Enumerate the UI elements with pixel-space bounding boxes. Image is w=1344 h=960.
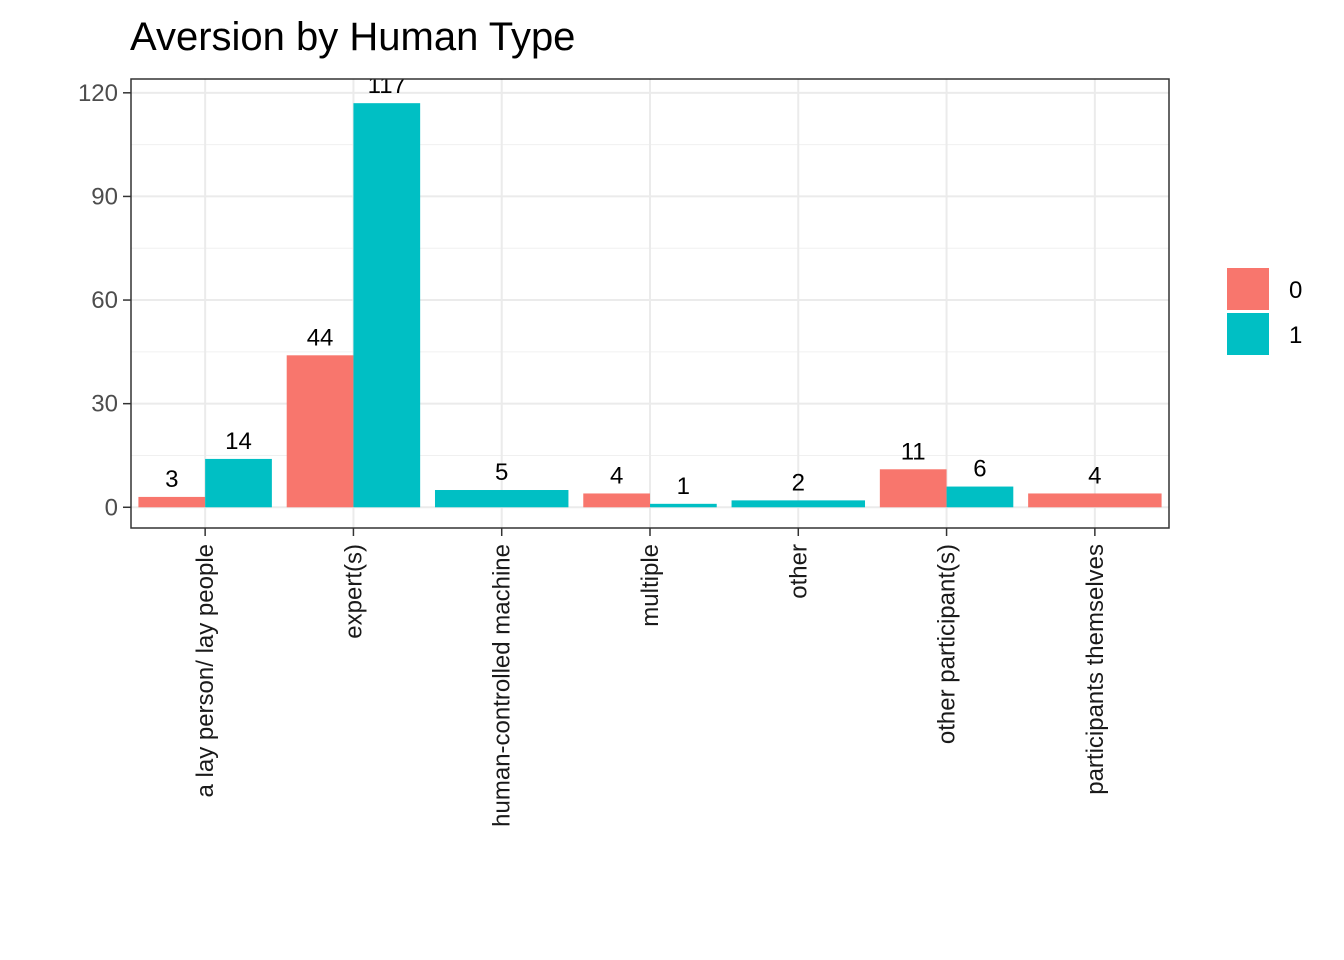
bar-value-label: 3: [165, 466, 178, 493]
legend-label: 1: [1289, 322, 1302, 349]
legend: 01: [1227, 268, 1302, 355]
x-tick-label: human-controlled machine: [489, 544, 516, 827]
bar-value-label: 4: [610, 462, 623, 489]
bar-series-0: [286, 355, 354, 508]
bars: [138, 103, 1162, 508]
legend-label: 0: [1289, 277, 1302, 304]
bar-value-label: 5: [495, 459, 508, 486]
x-axis: a lay person/ lay people expert(s) human-c…: [192, 528, 1109, 827]
bar-series-0: [138, 496, 206, 508]
x-tick-label: expert(s): [340, 544, 367, 639]
bar-series-1: [650, 503, 717, 508]
bar-value-label: 4: [1088, 462, 1101, 489]
bar-series-0: [583, 493, 650, 508]
y-tick-label: 0: [105, 494, 118, 521]
bar-series-1: [353, 103, 421, 508]
y-axis: 0 30 60 90 120: [78, 80, 131, 521]
bar-series-1: [731, 500, 866, 508]
bar-series-1: [946, 486, 1014, 508]
bar-labels: 3 14 44 117 5 4 1 2 11 6 4: [165, 72, 1101, 500]
bar-value-label: 2: [792, 469, 805, 496]
bar-series-1: [434, 490, 569, 508]
y-tick-label: 30: [91, 391, 118, 418]
y-tick-label: 90: [91, 183, 118, 210]
x-tick-label: multiple: [637, 544, 664, 627]
bar-series-0: [1028, 493, 1162, 508]
bar-value-label: 14: [225, 428, 252, 455]
chart-title: Aversion by Human Type: [130, 15, 575, 59]
bar-value-label: 117: [368, 72, 406, 99]
legend-key-0: [1227, 268, 1269, 310]
bar-series-1: [205, 458, 272, 508]
legend-key-1: [1227, 313, 1269, 355]
bar-value-label: 44: [307, 324, 334, 351]
bar-value-label: 1: [677, 473, 690, 500]
bar-value-label: 6: [973, 456, 986, 483]
x-tick-label: participants themselves: [1082, 544, 1109, 795]
bar-series-0: [879, 469, 947, 508]
x-tick-label: other: [785, 544, 812, 599]
x-tick-label: other participant(s): [934, 544, 961, 744]
y-tick-label: 60: [91, 287, 118, 314]
y-tick-label: 120: [78, 80, 118, 107]
bar-value-label: 11: [901, 438, 926, 465]
x-tick-label: a lay person/ lay people: [192, 544, 219, 798]
